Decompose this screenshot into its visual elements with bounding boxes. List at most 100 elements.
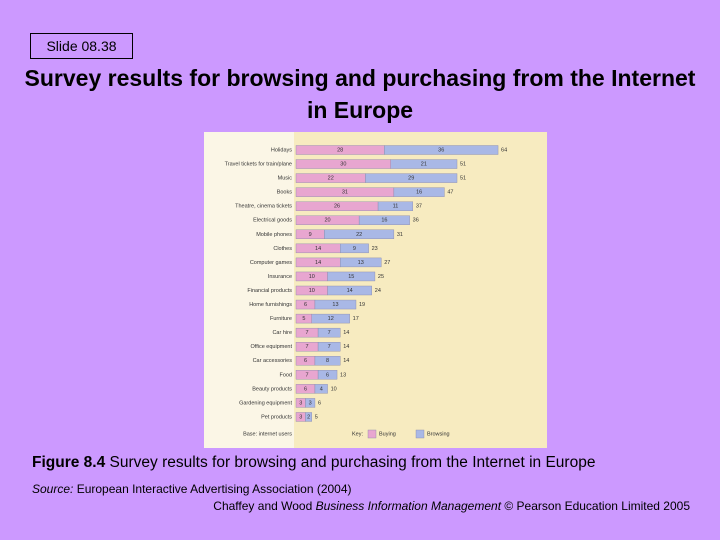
category-label: Holidays xyxy=(271,147,292,153)
bar-segment xyxy=(377,201,414,211)
bar-segment xyxy=(314,299,357,310)
bar-segment xyxy=(317,342,341,352)
bar-segment xyxy=(314,356,341,366)
category-label: Furniture xyxy=(270,316,292,322)
total-label: 14 xyxy=(343,330,349,336)
segment-label: 3 xyxy=(299,400,302,406)
segment-label: 22 xyxy=(328,176,334,182)
total-label: 17 xyxy=(353,316,359,322)
category-label: Office equipment xyxy=(251,344,293,350)
total-label: 31 xyxy=(397,232,403,238)
credit-book: Business Information Management xyxy=(315,499,502,513)
category-label: Food xyxy=(279,372,292,378)
category-label: Car accessories xyxy=(253,358,293,364)
segment-label: 13 xyxy=(358,260,364,266)
source-label: Source: xyxy=(32,482,74,496)
bar-segment xyxy=(340,257,382,268)
source-text: European Interactive Advertising Associa… xyxy=(73,482,352,496)
segment-label: 7 xyxy=(328,344,331,350)
credit-rest: © Pearson Education Limited 2005 xyxy=(501,499,690,513)
total-label: 64 xyxy=(501,147,507,153)
segment-label: 16 xyxy=(416,190,422,196)
segment-label: 15 xyxy=(348,274,354,280)
segment-label: 16 xyxy=(381,218,387,224)
bar-segment xyxy=(384,145,499,155)
segment-label: 21 xyxy=(421,162,427,168)
total-label: 23 xyxy=(372,246,378,252)
bar-segment xyxy=(327,271,376,282)
caption-label: Figure 8.4 xyxy=(32,454,106,471)
segment-label: 10 xyxy=(309,274,315,280)
bar-segment xyxy=(393,187,445,197)
segment-label: 6 xyxy=(304,302,307,308)
segment-label: 6 xyxy=(304,386,307,392)
bar-segment xyxy=(324,229,395,240)
bar-segment xyxy=(327,285,372,296)
segment-label: 13 xyxy=(332,302,338,308)
segment-label: 14 xyxy=(315,246,321,252)
segment-label: 6 xyxy=(326,372,329,378)
segment-label: 3 xyxy=(309,400,312,406)
total-label: 5 xyxy=(315,414,318,420)
legend-label: Browsing xyxy=(427,431,450,437)
segment-label: 31 xyxy=(342,190,348,196)
source: Source: European Interactive Advertising… xyxy=(32,482,352,496)
category-label: Pet products xyxy=(261,414,292,420)
segment-label: 8 xyxy=(326,358,329,364)
caption-text: Survey results for browsing and purchasi… xyxy=(105,454,596,471)
segment-label: 9 xyxy=(309,232,312,238)
segment-label: 5 xyxy=(302,316,305,322)
legend-title: Key: xyxy=(352,431,363,437)
legend-label: Buying xyxy=(379,431,396,437)
segment-label: 3 xyxy=(299,414,302,420)
segment-label: 26 xyxy=(334,204,340,210)
slide-title: Survey results for browsing and purchasi… xyxy=(24,65,696,123)
total-label: 14 xyxy=(343,344,349,350)
segment-label: 20 xyxy=(325,218,331,224)
segment-label: 9 xyxy=(353,246,356,252)
segment-label: 12 xyxy=(328,316,334,322)
slide-number: Slide 08.38 xyxy=(30,33,133,59)
total-label: 36 xyxy=(413,218,419,224)
segment-label: 22 xyxy=(356,232,362,238)
segment-label: 7 xyxy=(306,344,309,350)
category-label: Clothes xyxy=(273,246,292,252)
bar-segment xyxy=(365,173,458,183)
bar-segment xyxy=(340,243,369,254)
total-label: 27 xyxy=(384,260,390,266)
total-label: 51 xyxy=(460,162,466,168)
base-note: Base: internet users xyxy=(243,431,292,437)
category-label: Music xyxy=(278,176,293,182)
segment-label: 10 xyxy=(309,288,315,294)
total-label: 10 xyxy=(331,386,337,392)
total-label: 24 xyxy=(375,288,381,294)
segment-label: 28 xyxy=(337,147,343,153)
category-label: Mobile phones xyxy=(256,232,292,238)
segment-label: 7 xyxy=(328,330,331,336)
segment-label: 29 xyxy=(408,176,414,182)
bar-segment xyxy=(305,412,312,422)
category-label: Financial products xyxy=(247,288,292,294)
total-label: 47 xyxy=(447,190,453,196)
segment-label: 36 xyxy=(438,147,444,153)
bar-segment xyxy=(317,327,341,338)
category-label: Books xyxy=(277,190,293,196)
segment-label: 7 xyxy=(306,372,309,378)
segment-label: 2 xyxy=(307,414,310,420)
segment-label: 14 xyxy=(315,260,321,266)
total-label: 6 xyxy=(318,400,321,406)
credit-authors: Chaffey and Wood xyxy=(213,499,316,513)
category-label: Electrical goods xyxy=(253,218,292,224)
total-label: 51 xyxy=(460,176,466,182)
category-label: Gardening equipment xyxy=(239,400,292,406)
category-label: Home furnishings xyxy=(249,302,292,308)
figure-caption: Figure 8.4 Survey results for browsing a… xyxy=(32,454,595,472)
segment-label: 14 xyxy=(347,288,353,294)
total-label: 13 xyxy=(340,372,346,378)
bar-segment xyxy=(314,384,328,394)
bar-segment xyxy=(311,313,350,324)
label-panel xyxy=(204,132,294,448)
